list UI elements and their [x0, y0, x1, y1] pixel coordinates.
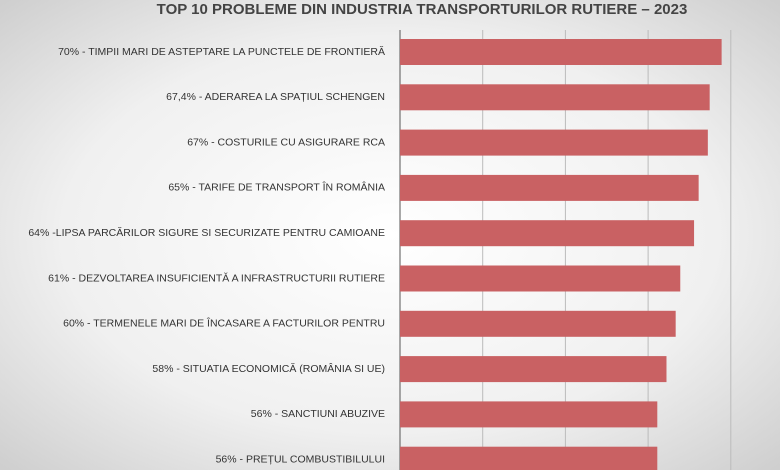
y-tick-label: 56% - SANCTIUNI ABUZIVE	[251, 408, 385, 420]
bar	[400, 220, 695, 247]
bar	[400, 401, 658, 428]
y-tick-label: 65% - TARIFE DE TRANSPORT ÎN ROMÂNIA	[168, 181, 385, 194]
bar	[400, 39, 722, 65]
bar	[400, 446, 658, 470]
bar	[400, 84, 710, 111]
y-tick-label: 67,4% - ADERAREA LA SPAȚIUL SCHENGEN	[166, 91, 385, 103]
bar	[400, 174, 699, 201]
y-tick-label: 61% - DEZVOLTAREA INSUFICIENTĂ A INFRAST…	[48, 271, 385, 284]
y-tick-label: 64% -LIPSA PARCĂRILOR SIGURE SI SECURIZA…	[28, 226, 385, 239]
y-tick-label: 67% - COSTURILE CU ASIGURARE RCA	[187, 136, 385, 148]
bar	[400, 129, 708, 156]
y-tick-label: 70% - TIMPII MARI DE ASTEPTARE LA PUNCTE…	[58, 45, 385, 58]
y-tick-label: 56% - PREȚUL COMBUSTIBILULUI	[216, 453, 385, 465]
bar	[400, 356, 667, 383]
bar	[400, 310, 676, 337]
chart-title: TOP 10 PROBLEME DIN INDUSTRIA TRANSPORTU…	[157, 1, 688, 18]
y-tick-label: 60% - TERMENELE MARI DE ÎNCASARE A FACTU…	[63, 317, 385, 330]
bar	[400, 265, 681, 292]
y-tick-label: 58% - SITUATIA ECONOMICĂ (ROMÂNIA SI UE)	[152, 362, 385, 375]
